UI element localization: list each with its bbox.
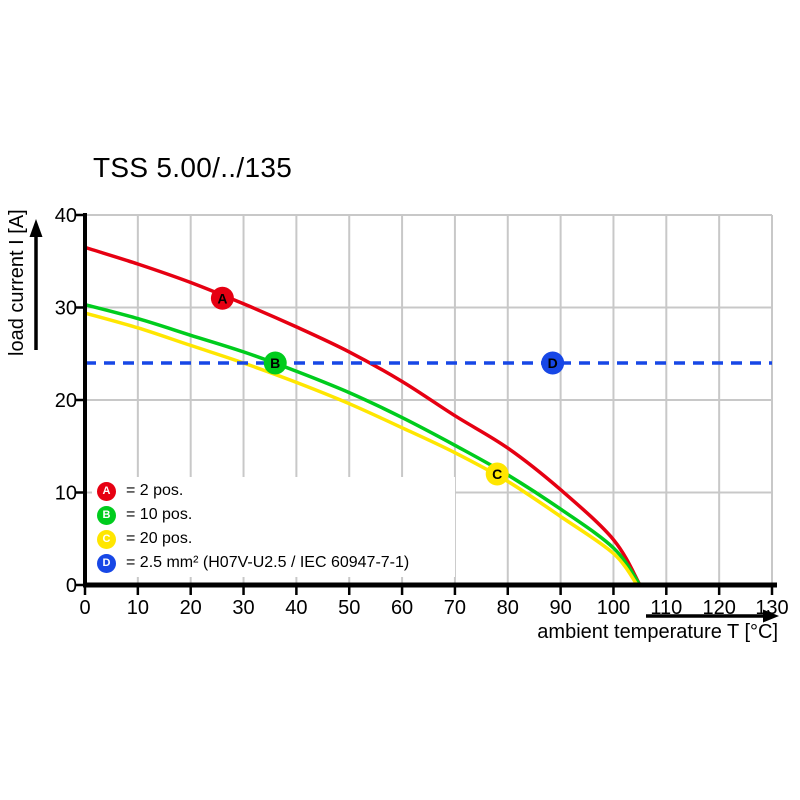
x-tick-label: 50: [338, 597, 360, 619]
y-tick-label: 30: [55, 298, 77, 320]
curve-marker-circle: [263, 351, 287, 375]
x-tick-label: 100: [597, 597, 630, 619]
x-tick-label: 0: [79, 597, 90, 619]
y-tick-label: 40: [55, 205, 77, 227]
curve-a: [84, 245, 642, 586]
legend-item-d-label: = 2.5 mm² (H07V-U2.5 / IEC 60947-7-1): [126, 554, 410, 571]
series-layer: [84, 245, 772, 587]
curve-marker-letter: A: [217, 290, 227, 306]
x-tick-label: 110: [650, 597, 682, 619]
x-tick-label: 60: [391, 597, 413, 619]
x-tick-label: 120: [702, 597, 735, 619]
y-tick-label: 0: [66, 575, 77, 597]
legend-marker-d-letter: D: [102, 556, 111, 569]
x-axis-label: ambient temperature T [°C]: [537, 621, 778, 643]
y-tick-label: 20: [55, 390, 77, 412]
curve-marker-circle: [485, 462, 509, 486]
chart-title: TSS 5.00/../135: [93, 152, 293, 183]
x-tick-label: 40: [285, 597, 307, 619]
legend: A = 2 pos. B = 10 pos. C = 20 pos. D = 2…: [92, 477, 455, 577]
curve-marker-letter: B: [270, 355, 280, 371]
curve-marker-letter: C: [492, 466, 502, 482]
y-axis-label: load current I [A]: [6, 209, 28, 356]
x-tick-label: 20: [180, 597, 202, 619]
legend-item-b: B = 10 pos.: [97, 503, 455, 527]
legend-item-b-label: = 10 pos.: [126, 506, 193, 523]
curve-marker-c: C: [485, 462, 509, 486]
y-axis-arrow-icon: [29, 219, 43, 350]
legend-item-c: C = 20 pos.: [97, 527, 455, 551]
x-axis-arrow-icon: [646, 609, 779, 623]
legend-item-d: D = 2.5 mm² (H07V-U2.5 / IEC 60947-7-1): [97, 551, 455, 575]
curve-marker-a: A: [210, 286, 234, 310]
legend-item-a-label: = 2 pos.: [126, 482, 184, 499]
curve-marker-letter: D: [548, 355, 558, 371]
legend-marker-b-icon: B: [97, 505, 116, 525]
x-tick-label: 90: [549, 597, 571, 619]
curve-marker-circle: [210, 286, 234, 310]
curve-c: [84, 311, 639, 587]
legend-marker-d-icon: D: [97, 553, 116, 573]
legend-marker-c-icon: C: [97, 529, 116, 549]
legend-item-a: A = 2 pos.: [97, 479, 455, 503]
curve-marker-d: D: [541, 351, 565, 375]
legend-marker-c-letter: C: [102, 532, 111, 545]
legend-item-c-label: = 20 pos.: [126, 530, 193, 547]
x-tick-label: 30: [232, 597, 254, 619]
marker-layer: A B C D: [210, 286, 565, 486]
legend-marker-a-icon: A: [97, 481, 116, 501]
x-tick-label: 70: [444, 597, 466, 619]
legend-marker-a-letter: A: [102, 484, 111, 497]
curve-marker-circle: [541, 351, 565, 375]
curve-marker-b: B: [263, 351, 287, 375]
y-tick-label: 10: [55, 483, 77, 505]
curve-b: [84, 303, 642, 587]
x-tick-label: 10: [127, 597, 149, 619]
x-tick-label: 80: [497, 597, 519, 619]
legend-marker-b-letter: B: [102, 508, 111, 521]
